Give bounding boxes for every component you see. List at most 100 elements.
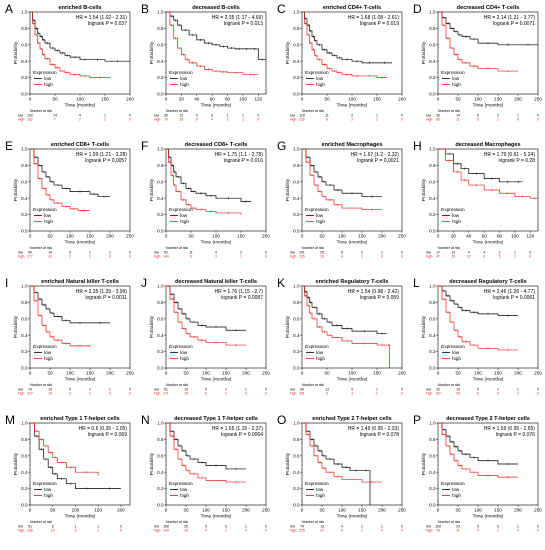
risk-value-low: 2 bbox=[89, 388, 91, 392]
risk-value-low: 0 bbox=[265, 388, 267, 392]
risk-value-high: 3 bbox=[215, 255, 217, 259]
y-tick-label: 0.6 bbox=[429, 179, 436, 184]
risk-value-low: 168 bbox=[163, 525, 169, 529]
risk-value-high: 0 bbox=[401, 392, 403, 396]
y-tick-label: 0.4 bbox=[293, 333, 300, 338]
x-tick-label: 0 bbox=[165, 508, 168, 513]
legend-entry-low: low bbox=[452, 76, 460, 82]
risk-value-high: 16 bbox=[184, 529, 188, 533]
x-tick-label: 100 bbox=[76, 97, 84, 102]
legend-entry-high: high bbox=[44, 493, 53, 499]
legend-entry-high: high bbox=[44, 82, 53, 88]
x-tick-label: 50 bbox=[319, 234, 325, 239]
risk-value-low: 2 bbox=[497, 388, 499, 392]
logrank-p: logrank P = 0.0064 bbox=[221, 432, 263, 438]
risk-row-label-high: high bbox=[18, 118, 25, 122]
risk-row-label-low: low bbox=[426, 525, 432, 529]
legend-title: Expression bbox=[33, 481, 57, 487]
x-tick-label: 100 bbox=[348, 371, 356, 376]
y-tick-label: 0.8 bbox=[157, 300, 164, 305]
legend-title: Expression bbox=[441, 70, 465, 76]
y-tick-label: 0.0 bbox=[21, 92, 28, 97]
km-curve-high bbox=[302, 11, 387, 78]
hazard-ratio: HR = 2.35 (1.39 - 3.99) bbox=[76, 289, 128, 295]
risk-title: Number at risk bbox=[302, 246, 324, 250]
panel-label: B bbox=[141, 2, 149, 16]
risk-value-high: 0 bbox=[265, 392, 267, 396]
y-tick-label: 1.0 bbox=[293, 284, 300, 289]
y-tick-label: 0.6 bbox=[157, 42, 164, 47]
y-tick-label: 0.4 bbox=[21, 59, 28, 64]
x-axis-label: Time (months) bbox=[337, 103, 368, 109]
y-tick-label: 0.0 bbox=[293, 229, 300, 234]
risk-value-high: 0 bbox=[517, 529, 519, 533]
km-curve-low bbox=[438, 11, 538, 46]
plot-frame bbox=[165, 422, 267, 506]
risk-value-high: 85 bbox=[436, 118, 440, 122]
risk-value-low: 14 bbox=[184, 388, 188, 392]
y-axis-label: Probability bbox=[421, 41, 427, 64]
x-tick-label: 20 bbox=[179, 97, 185, 102]
x-tick-label: 250 bbox=[534, 371, 542, 376]
km-curve-low bbox=[438, 422, 518, 465]
x-tick-label: 50 bbox=[319, 508, 325, 513]
panel-title: decreased Macrophages bbox=[455, 142, 520, 148]
risk-value-low: 6 bbox=[477, 525, 479, 529]
panel-label: C bbox=[277, 2, 286, 16]
y-tick-label: 0.0 bbox=[293, 503, 300, 508]
risk-value-low: 14 bbox=[53, 114, 57, 118]
legend-title: Expression bbox=[169, 344, 193, 350]
x-tick-label: 100 bbox=[66, 371, 74, 376]
risk-value-high: 162 bbox=[27, 118, 33, 122]
risk-row-label-high: high bbox=[290, 529, 297, 533]
y-tick-label: 0.0 bbox=[429, 229, 436, 234]
legend-title: Expression bbox=[441, 481, 465, 487]
hazard-ratio: HR = 1.65 (1.15 - 2.37) bbox=[212, 426, 264, 432]
risk-value-low: 1 bbox=[381, 525, 383, 529]
km-curve-low bbox=[438, 148, 523, 183]
risk-value-low: 1 bbox=[242, 114, 244, 118]
x-tick-label: 100 bbox=[66, 234, 74, 239]
risk-value-low: 6 bbox=[205, 525, 207, 529]
risk-row-label-high: high bbox=[154, 529, 161, 533]
risk-value-high: 1 bbox=[225, 529, 227, 533]
x-tick-label: 50 bbox=[455, 371, 461, 376]
risk-value-high: 10 bbox=[48, 255, 52, 259]
y-tick-label: 0.2 bbox=[429, 486, 436, 491]
risk-value-low: 1 bbox=[109, 388, 111, 392]
risk-value-low: 1 bbox=[227, 114, 229, 118]
y-tick-label: 1.0 bbox=[21, 421, 28, 426]
y-axis-label: Probability bbox=[13, 452, 19, 475]
y-tick-label: 0.0 bbox=[157, 92, 164, 97]
y-tick-label: 0.6 bbox=[429, 453, 436, 458]
x-tick-label: 0 bbox=[165, 234, 168, 239]
x-tick-label: 250 bbox=[398, 234, 406, 239]
risk-value-low: 2 bbox=[361, 525, 363, 529]
legend-entry-low: low bbox=[452, 487, 460, 493]
y-axis-label: Probability bbox=[13, 315, 19, 338]
risk-value-low: 5 bbox=[69, 388, 71, 392]
plot-frame bbox=[437, 422, 539, 506]
panel-label: I bbox=[5, 276, 8, 290]
x-tick-label: 80 bbox=[225, 97, 231, 102]
risk-value-low: 0 bbox=[129, 388, 131, 392]
km-curve-high bbox=[438, 285, 518, 351]
risk-value-low: 1 bbox=[376, 388, 378, 392]
x-tick-label: 200 bbox=[378, 234, 386, 239]
risk-value-high: 3 bbox=[477, 529, 479, 533]
y-tick-label: 0.2 bbox=[157, 75, 164, 80]
x-axis-label: Time (months) bbox=[65, 103, 96, 109]
x-tick-label: 20 bbox=[451, 234, 457, 239]
plot-frame bbox=[437, 285, 539, 369]
risk-value-low: 51 bbox=[28, 525, 32, 529]
y-tick-label: 0.2 bbox=[429, 75, 436, 80]
x-tick-label: 250 bbox=[126, 371, 134, 376]
plot-frame bbox=[301, 148, 403, 232]
logrank-p: logrank P = 0.069 bbox=[88, 432, 127, 438]
risk-value-low: 0 bbox=[537, 525, 539, 529]
y-tick-label: 0.2 bbox=[21, 212, 28, 217]
